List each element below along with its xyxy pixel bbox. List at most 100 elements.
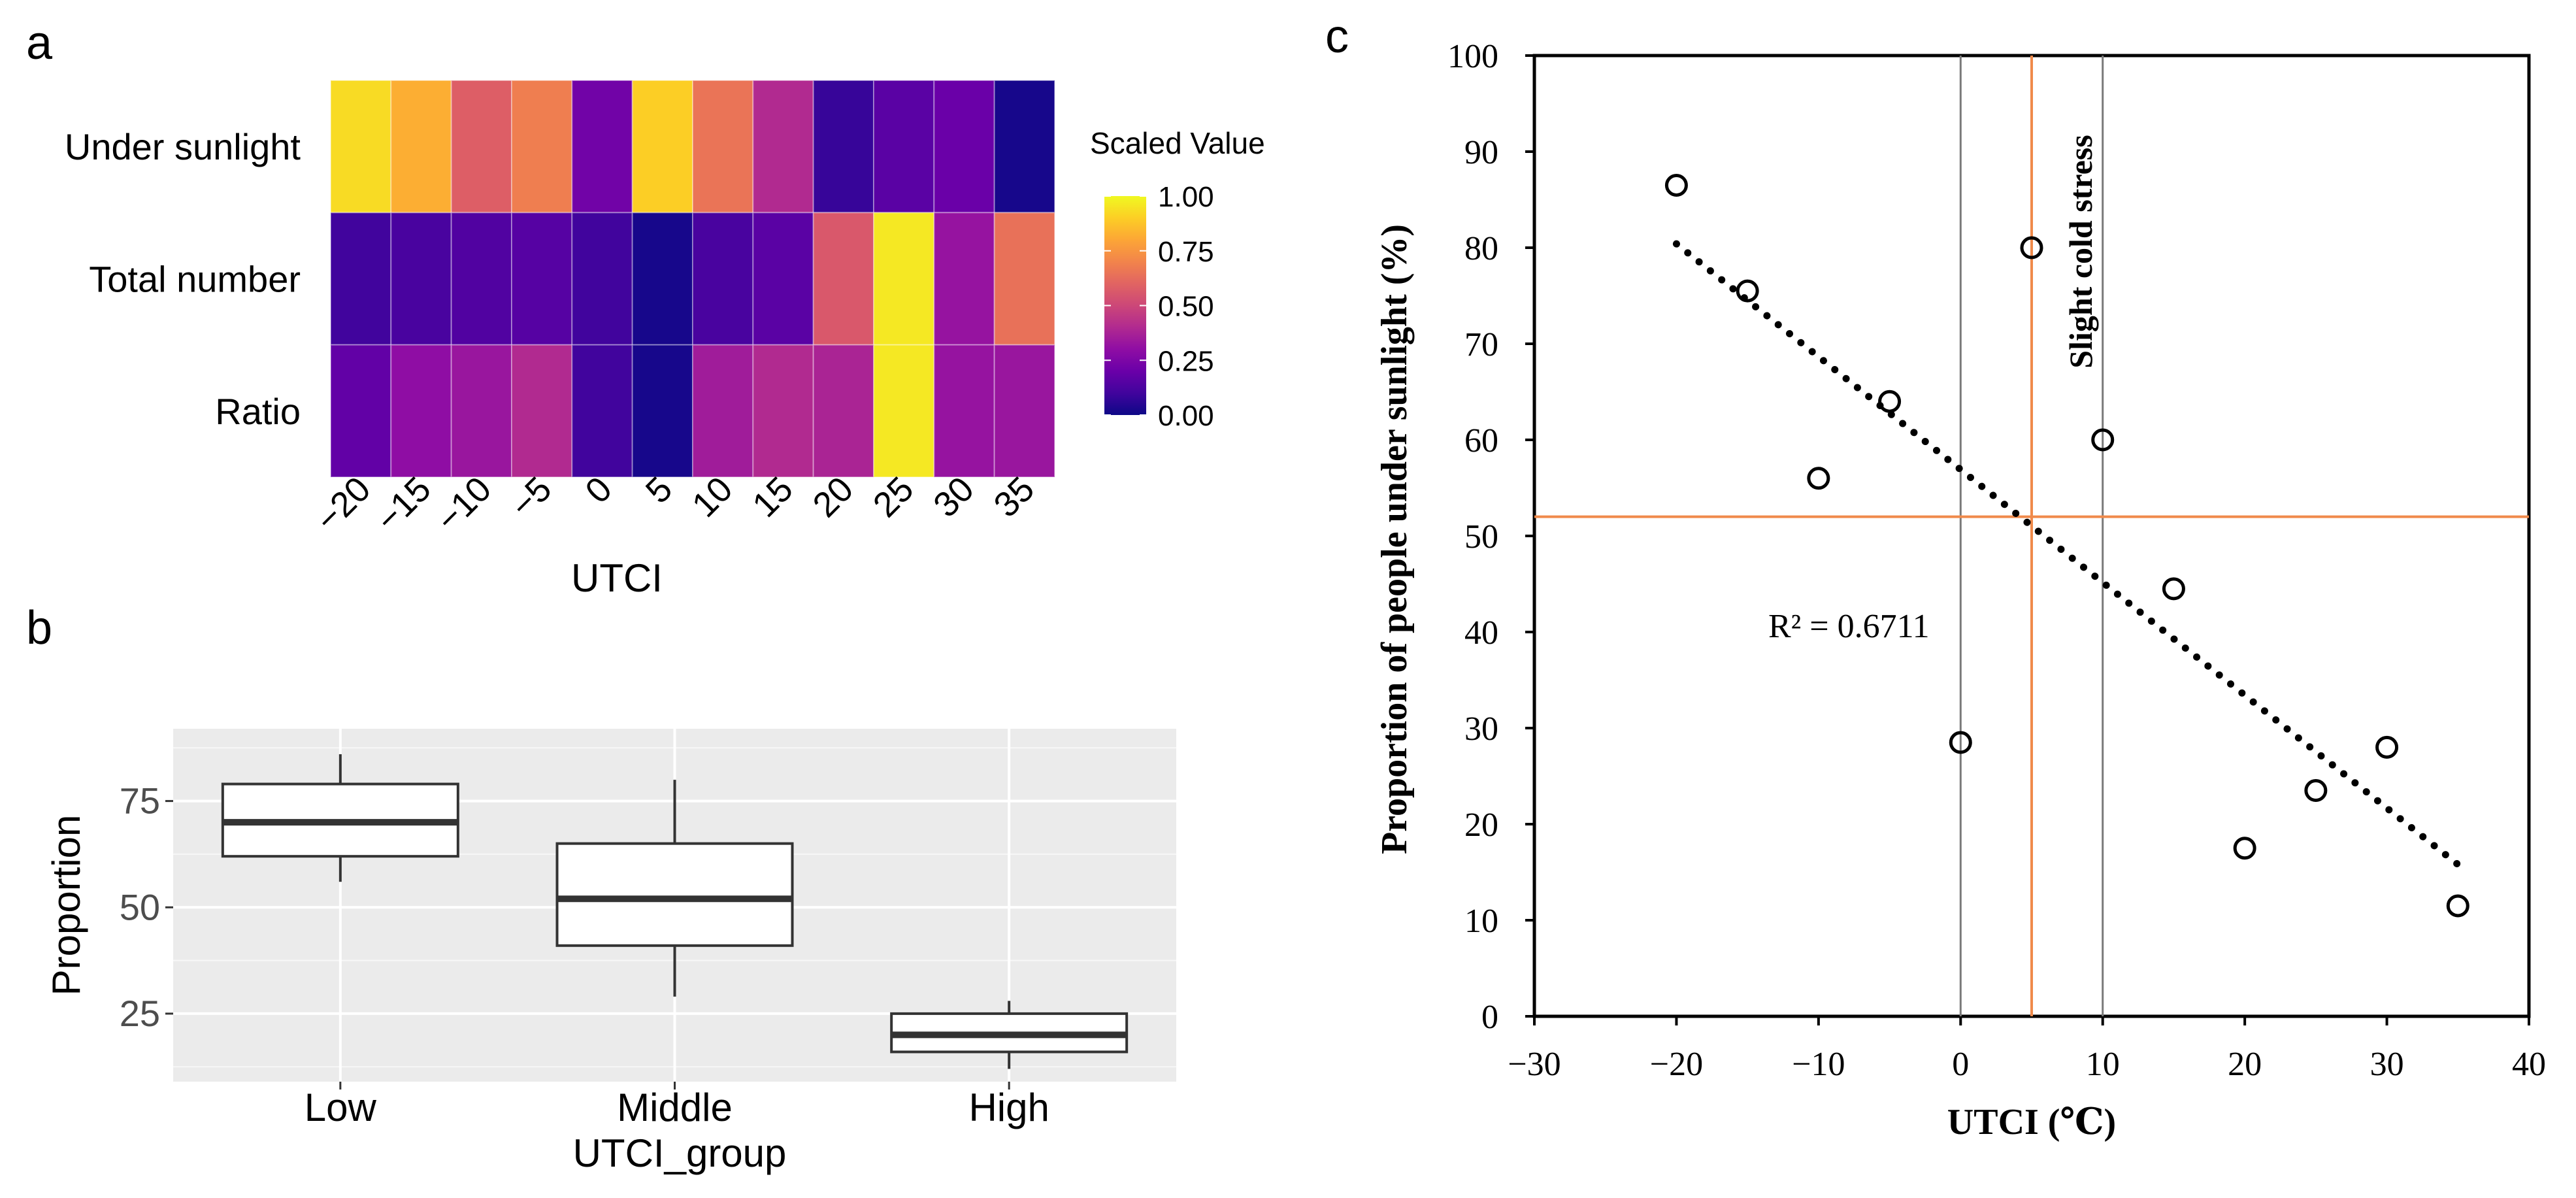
scatter-x-tick-label: 20 — [2228, 1046, 2262, 1083]
heatmap-cell — [812, 80, 874, 214]
heatmap-cell — [752, 212, 814, 346]
scatter-point — [1664, 173, 1688, 197]
scatter-y-tick-label: 0 — [1481, 999, 1498, 1036]
heatmap-cell — [933, 80, 995, 214]
heatmap-cell — [330, 80, 392, 214]
heatmap-x-axis-title: UTCI — [571, 556, 663, 600]
scatter-points — [1664, 173, 2469, 918]
heatmap-cell — [631, 80, 694, 214]
scatter-point — [2446, 894, 2469, 918]
boxplot-y-tick-label: 50 — [120, 886, 160, 927]
heatmap-cell — [511, 212, 573, 346]
legend-colorbar — [1104, 196, 1146, 415]
scatter-y-tick-label: 60 — [1464, 422, 1498, 459]
heatmap-cell — [631, 212, 694, 346]
scatter-x-ticks: −30 −20 −10 0 10 20 30 40 — [1508, 1016, 2546, 1083]
scatter-x-tick-label: 10 — [2086, 1046, 2120, 1083]
scatter-y-axis-title: Proportion of people under sunlight (%) — [1374, 224, 1415, 854]
heatmap-cell — [511, 344, 573, 478]
boxplot-panel: 75 50 25 Low Middle High UTCI_group Proporti… — [44, 729, 1176, 1175]
heatmap-cell — [571, 212, 633, 346]
scatter-point — [2020, 236, 2043, 259]
boxplot-y-ticks: 75 50 25 — [120, 780, 173, 1034]
scatter-point — [2375, 735, 2399, 759]
legend-tick-label: 0.50 — [1158, 291, 1214, 323]
legend-tick-label: 0.75 — [1158, 236, 1214, 268]
box-middle — [555, 780, 794, 997]
legend-title: Scaled Value — [1090, 126, 1265, 160]
heatmap-column-labels: −20−15−10 −5 0 5 10 15 20 25 30 35 — [308, 469, 1042, 539]
scatter-y-tick-label: 90 — [1464, 134, 1498, 171]
scatter-point — [1878, 390, 1902, 413]
panel-letter-c: c — [1325, 10, 1349, 63]
legend-tick-label: 0.00 — [1158, 400, 1214, 432]
panel-letter-a: a — [26, 17, 53, 69]
heatmap-cell — [873, 80, 935, 214]
scatter-x-tick-label: 0 — [1952, 1046, 1969, 1083]
heatmap-cell — [812, 344, 874, 478]
heatmap-cell — [692, 212, 754, 346]
scatter-point — [1736, 279, 1759, 303]
heatmap-cell — [450, 212, 513, 346]
scatter-point — [2304, 779, 2328, 803]
scatter-x-axis-title: UTCI (℃) — [1947, 1102, 2116, 1142]
scatter-point — [1807, 467, 1830, 490]
boxplot-boxes — [221, 754, 1129, 1069]
scatter-x-tick-label: −20 — [1650, 1046, 1703, 1083]
scatter-y-tick-label: 20 — [1464, 807, 1498, 844]
heatmap-cell — [450, 344, 513, 478]
heatmap-cell — [390, 212, 452, 346]
r-squared-label: R² = 0.6711 — [1768, 608, 1930, 645]
slight-cold-stress-annotation: Slight cold stress — [2062, 135, 2099, 368]
heatmap-cell — [330, 344, 392, 478]
legend-tick-label: 1.00 — [1158, 181, 1214, 213]
heatmap-cell — [450, 80, 513, 214]
scatter-y-tick-label: 50 — [1464, 518, 1498, 556]
box-low — [221, 754, 459, 882]
heatmap-cell — [873, 344, 935, 478]
scatter-x-tick-label: 30 — [2370, 1046, 2404, 1083]
scatter-point — [2233, 837, 2256, 860]
scatter-x-tick-label: −30 — [1508, 1046, 1560, 1083]
heatmap-cell — [692, 80, 754, 214]
legend-tick-label: 0.25 — [1158, 345, 1214, 377]
heatmap-panel: Under sunlight Total number Ratio −20−15−1… — [65, 80, 1265, 600]
heatmap-cell — [752, 344, 814, 478]
heatmap-row-label: Ratio — [215, 391, 301, 432]
scatter-y-ticks: 0 10 20 30 40 50 60 70 80 90 100 — [1447, 38, 1534, 1036]
scatter-point — [2162, 577, 2185, 601]
scatter-y-tick-label: 100 — [1447, 38, 1498, 75]
scatter-y-tick-label: 80 — [1464, 230, 1498, 267]
legend-ticks: 1.00 0.75 0.50 0.25 0.00 — [1104, 181, 1214, 432]
scatter-panel: 0 10 20 30 40 50 60 70 80 90 100 −30 −20 −10 0 10 20 30 4… — [1374, 38, 2546, 1142]
boxplot-y-tick-label: 75 — [120, 780, 160, 822]
scatter-reference-lines — [1534, 56, 2529, 1016]
heatmap-cell — [752, 80, 814, 214]
heatmap-cell — [390, 80, 452, 214]
scatter-point — [2091, 428, 2115, 452]
heatmap-cell — [692, 344, 754, 478]
scatter-x-tick-label: −10 — [1792, 1046, 1845, 1083]
boxplot-x-tick-label: Low — [305, 1086, 377, 1129]
box-high — [890, 1001, 1129, 1069]
boxplot-x-tick-label: Middle — [617, 1086, 733, 1129]
heatmap-cell — [631, 344, 694, 478]
boxplot-x-axis-title: UTCI_group — [573, 1131, 787, 1175]
heatmap-cell — [812, 212, 874, 346]
heatmap-cell — [993, 212, 1055, 346]
heatmap-row-label: Total number — [89, 259, 301, 300]
heatmap-cell — [993, 344, 1055, 478]
panel-letter-b: b — [26, 602, 52, 654]
heatmap-cells — [330, 80, 1055, 478]
scatter-y-tick-label: 40 — [1464, 614, 1498, 652]
boxplot-y-tick-label: 25 — [120, 993, 160, 1034]
heatmap-cell — [873, 212, 935, 346]
heatmap-cell — [571, 344, 633, 478]
boxplot-x-ticks: Low Middle High — [305, 1082, 1049, 1129]
heatmap-row-labels: Under sunlight Total number Ratio — [65, 126, 301, 432]
heatmap-row-label: Under sunlight — [65, 126, 301, 167]
heatmap-cell — [330, 212, 392, 346]
scatter-y-tick-label: 70 — [1464, 326, 1498, 363]
boxplot-y-axis-title: Proportion — [44, 815, 88, 996]
